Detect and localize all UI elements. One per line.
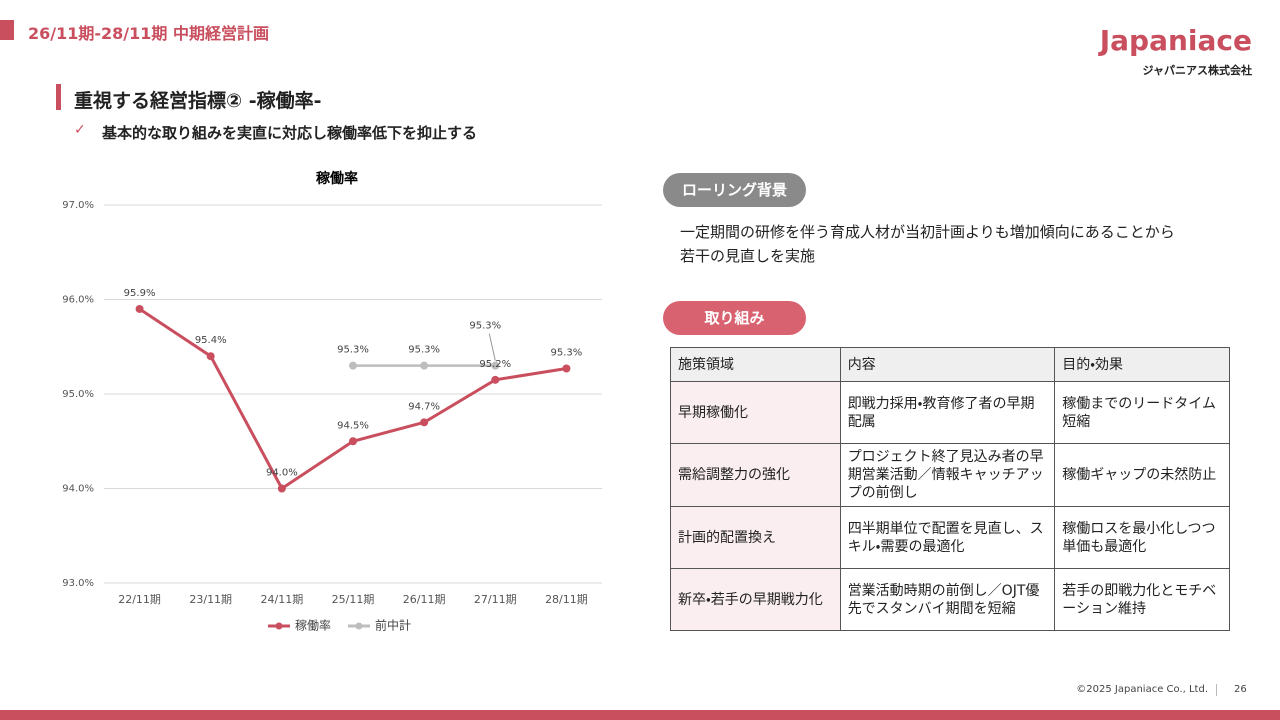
cell: 営業活動時期の前倒し／OJT優先でスタンバイ期間を短縮 (839, 568, 1056, 631)
data-point (420, 418, 429, 427)
legend-dot (355, 622, 363, 630)
x-tick-label: 28/11期 (545, 593, 588, 606)
table-row: 早期稼働化 即戦力採用・教育修了者の早期配属 稼働までのリードタイム短縮 (670, 381, 1230, 444)
x-tick-label: 23/11期 (189, 593, 232, 606)
data-label: 95.2% (479, 359, 511, 370)
company: ジャパニアス株式会社 (1142, 64, 1252, 77)
header-mark (0, 20, 14, 40)
header-cell: 目的・効果 (1054, 347, 1230, 382)
data-point (562, 364, 571, 373)
y-tick-label: 95.0% (62, 389, 94, 400)
data-label: 94.5% (337, 420, 369, 431)
legend-label: 前中計 (375, 618, 411, 633)
background-line: 若干の見直しを実施 (680, 247, 816, 265)
x-tick-label: 27/11期 (474, 593, 517, 606)
bullet: 基本的な取り組みを実直に対応し稼働率低下を抑止する (102, 124, 478, 142)
data-label: 95.3% (551, 347, 583, 358)
background-label: ローリング背景 (663, 173, 806, 207)
header-title: 26/11期-28/11期 中期経営計画 (28, 24, 269, 43)
cell: 早期稼働化 (670, 381, 841, 444)
cell: 稼働までのリードタイム短縮 (1054, 381, 1230, 444)
table-row: 需給調整力の強化 プロジェクト終了見込み者の早期営業活動／情報キャッチアップの前倒… (670, 443, 1230, 507)
cell: 四半期単位で配置を見直し、スキル・需要の最適化 (839, 506, 1056, 569)
data-label: 95.3% (337, 345, 369, 356)
cell: 計画的配置換え (670, 506, 841, 569)
data-point (349, 437, 357, 446)
x-tick-label: 22/11期 (118, 593, 161, 606)
legend-dot (275, 622, 283, 630)
data-point (491, 375, 500, 384)
x-tick-label: 24/11期 (261, 593, 304, 606)
data-point (135, 304, 144, 313)
cell: 新卒・若手の早期戦力化 (670, 568, 841, 631)
cell: 稼働ロスを最小化しつつ単価も最適化 (1054, 506, 1230, 569)
legend-label: 稼働率 (295, 619, 331, 633)
data-label: 95.9% (124, 288, 156, 299)
chart-title: 稼働率 (316, 170, 358, 187)
cell: 稼働ギャップの未然防止 (1054, 443, 1230, 507)
data-point (277, 484, 286, 493)
data-point (206, 352, 215, 361)
table-row: 計画的配置換え 四半期単位で配置を見直し、スキル・需要の最適化 稼働ロスを最小化しつ… (670, 506, 1230, 569)
x-tick-label: 25/11期 (332, 593, 375, 606)
data-label: 95.3% (408, 345, 440, 356)
data-point (491, 361, 500, 370)
y-tick-label: 97.0% (62, 200, 94, 211)
actions-table: 施策領域 内容 目的・効果 早期稼働化 即戦力採用・教育修了者の早期配属 稼働までのリード… (670, 347, 1230, 631)
copyright: ©2025 Japaniace Co., Ltd. (1076, 684, 1208, 695)
data-point (420, 361, 429, 370)
header-cell: 内容 (839, 347, 1056, 382)
heading: 重視する経営指標② -稼働率- (74, 90, 322, 112)
cell: プロジェクト終了見込み者の早期営業活動／情報キャッチアップの前倒し (839, 443, 1056, 507)
leader-line (488, 333, 496, 361)
page-number: 26 (1234, 684, 1247, 695)
check-icon: ✓ (74, 122, 86, 138)
cell: 即戦力採用・教育修了者の早期配属 (839, 381, 1056, 444)
x-tick-label: 26/11期 (403, 593, 446, 606)
y-tick-label: 93.0% (62, 578, 94, 589)
cell: 若手の即戦力化とモチベーション維持 (1054, 568, 1230, 631)
chart: 稼働率 93.0% 94.0% 95.0% 96.0% 97.0% 22/11期 23/11… (62, 170, 602, 633)
table-row: 新卒・若手の早期戦力化 営業活動時期の前倒し／OJT優先でスタンバイ期間を短縮 若手… (670, 568, 1230, 631)
actions-label: 取り組み (663, 301, 806, 335)
header-cell: 施策領域 (670, 347, 841, 382)
footer-divider (1216, 684, 1217, 696)
y-tick-label: 96.0% (62, 295, 94, 306)
logo: Japaniace (1099, 24, 1252, 57)
cell: 需給調整力の強化 (670, 443, 841, 507)
table-row: 施策領域 内容 目的・効果 (670, 347, 1230, 382)
data-label: 95.3% (469, 321, 501, 332)
data-label: 94.0% (266, 468, 298, 479)
bottom-bar (0, 710, 1280, 720)
heading-mark (56, 84, 61, 110)
data-label: 94.7% (408, 401, 440, 412)
background-line: 一定期間の研修を伴う育成人材が当初計画よりも増加傾向にあることから (680, 223, 1175, 241)
y-tick-label: 94.0% (62, 484, 94, 495)
background-text: 一定期間の研修を伴う育成人材が当初計画よりも増加傾向にあることから 若干の見直し… (680, 220, 1175, 268)
data-point (349, 361, 357, 370)
data-label: 95.4% (195, 335, 227, 346)
